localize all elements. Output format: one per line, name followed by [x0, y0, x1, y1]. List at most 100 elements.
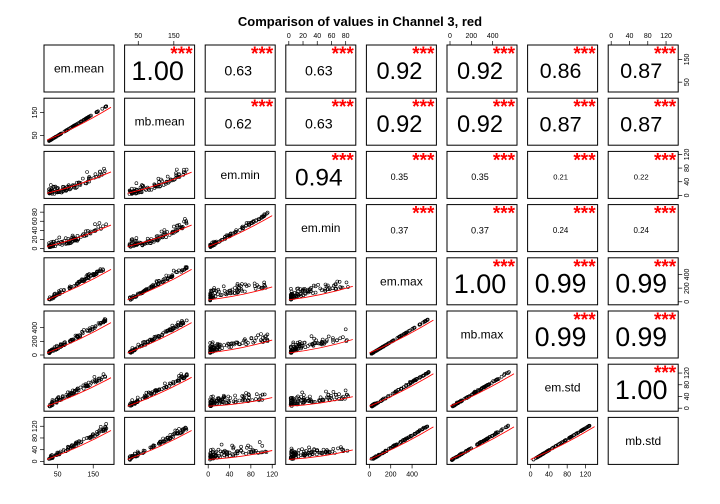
scatter-point: [149, 445, 154, 450]
top-tick-label: 60: [328, 33, 336, 40]
panel-r8-c8: mb.std: [607, 416, 679, 465]
scatter-point: [219, 442, 224, 447]
top-tick-label: 40: [626, 33, 634, 40]
significance-stars: ***: [493, 44, 516, 65]
panel-r2-c2: mb.mean: [124, 97, 196, 146]
scatter-point: [324, 450, 329, 454]
scatter-point: [326, 392, 331, 397]
scatter-point: [499, 374, 504, 379]
panel-r6-c5: [365, 310, 437, 359]
scatter-point: [233, 286, 237, 290]
scatter-point: [333, 282, 338, 287]
left-tick-label: 150: [32, 107, 39, 119]
scatter-point: [101, 429, 105, 434]
scatter-point: [472, 389, 477, 394]
fit-line: [127, 430, 192, 460]
significance-stars: ***: [332, 150, 355, 171]
scatter-point: [423, 319, 428, 323]
scatter-point: [172, 431, 176, 436]
scatter-point: [257, 440, 262, 444]
top-tick-label: 0: [448, 33, 452, 40]
scatter-point: [101, 427, 106, 431]
scatter-point: [421, 425, 426, 430]
scatter-point: [216, 397, 221, 402]
scatter-point: [579, 428, 584, 433]
scatter-point: [85, 229, 90, 233]
scatter-point: [239, 449, 243, 453]
left-tick-label: 60: [32, 217, 39, 225]
scatter-point: [173, 428, 178, 433]
scatter-point: [341, 335, 345, 340]
scatter-point: [103, 319, 108, 323]
variable-name-label: em.std: [545, 381, 581, 395]
scatter-point: [249, 336, 254, 341]
fit-line: [288, 339, 353, 354]
scatter-point: [103, 317, 108, 322]
scatter-point: [288, 292, 293, 297]
scatter-point: [81, 176, 85, 181]
significance-stars: ***: [573, 44, 596, 65]
scatter-point: [399, 333, 404, 338]
panel-r4-c1: [43, 204, 115, 253]
scatter-point: [71, 388, 75, 393]
correlation-value-label: 0.92: [376, 112, 422, 138]
scatter-point: [327, 395, 332, 400]
scatter-points: [127, 425, 192, 462]
scatter-point: [305, 452, 310, 457]
left-tick-label: 20: [32, 235, 39, 243]
scatter-point: [218, 293, 223, 298]
scatter-point: [155, 238, 160, 243]
scatter-point: [339, 445, 343, 450]
scatter-point: [309, 398, 313, 403]
scatter-point: [175, 167, 179, 172]
scatter-point: [80, 330, 85, 334]
scatter-point: [51, 295, 56, 299]
scatter-point: [225, 289, 230, 294]
scatter-points: [46, 317, 112, 356]
scatter-point: [291, 340, 296, 345]
scatter-point: [486, 382, 491, 387]
correlation-value-label: 0.99: [615, 269, 667, 299]
scatter-point: [259, 214, 264, 219]
scatter-point: [212, 286, 216, 290]
scatter-point: [218, 397, 223, 402]
scatter-point: [223, 401, 228, 405]
scatter-point: [288, 396, 293, 401]
scatter-point: [80, 277, 84, 282]
scatter-point: [133, 239, 138, 243]
scatter-point: [257, 217, 262, 221]
fit-line: [46, 106, 112, 141]
scatter-point: [260, 285, 264, 290]
scatter-point: [148, 391, 152, 395]
scatter-point: [262, 280, 267, 285]
panel-frame: [365, 257, 437, 306]
scatter-point: [489, 380, 494, 385]
panel-frame: [446, 310, 518, 359]
scatter-point: [262, 212, 267, 217]
scatter-point: [232, 291, 237, 295]
scatter-point: [134, 181, 139, 185]
scatter-point: [300, 447, 304, 452]
scatter-points: [127, 318, 192, 355]
significance-stars: ***: [412, 97, 435, 118]
scatter-point: [242, 338, 246, 343]
scatter-point: [241, 226, 245, 231]
fit-line: [46, 430, 112, 460]
scatter-point: [80, 278, 85, 282]
scatter-point: [163, 329, 168, 334]
scatter-point: [217, 454, 221, 458]
fit-line: [208, 286, 273, 301]
scatter-point: [320, 450, 324, 455]
scatter-point: [211, 394, 215, 399]
panel-r3-c4: 0.94***: [285, 150, 357, 199]
significance-stars: ***: [332, 97, 355, 118]
panel-frame: [607, 257, 679, 306]
fit-line: [46, 224, 112, 248]
scatter-point: [331, 340, 336, 344]
scatter-point: [57, 235, 62, 240]
scatter-point: [90, 327, 95, 332]
scatter-point: [69, 392, 74, 396]
panel-r7-c2: [124, 363, 196, 412]
panel-frame: [607, 44, 679, 93]
scatter-point: [235, 290, 239, 295]
